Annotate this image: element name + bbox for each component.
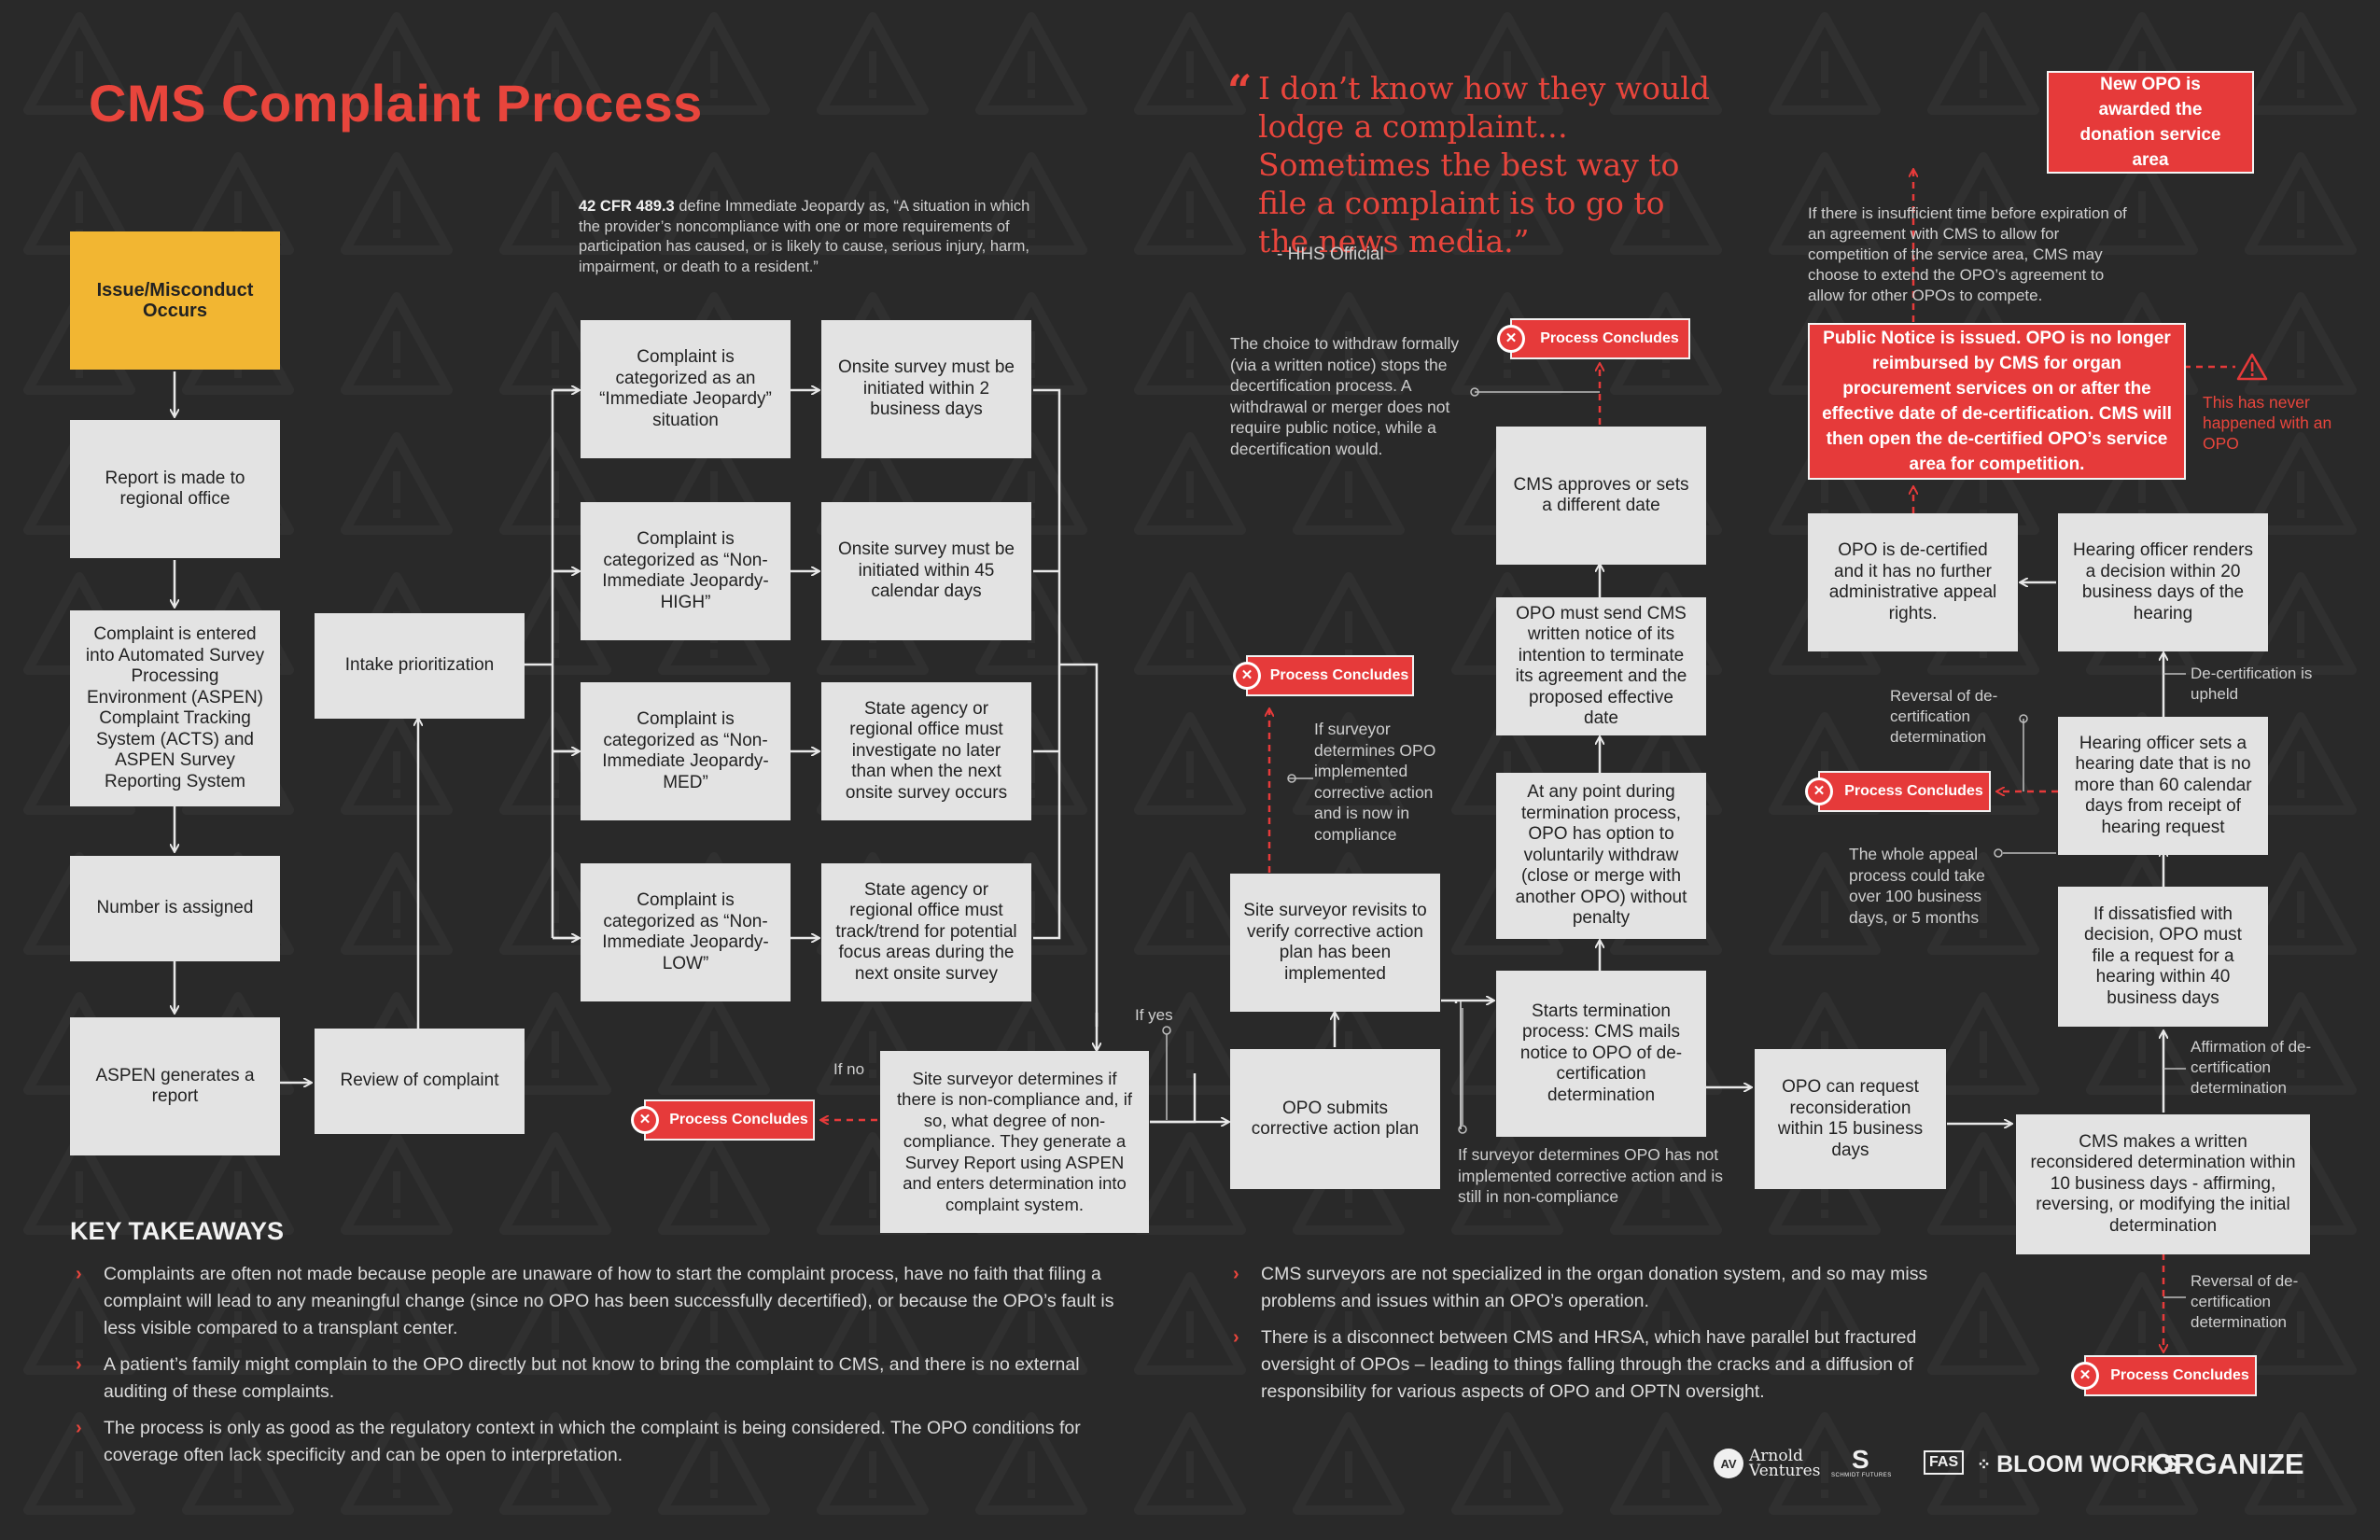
close-icon: ✕ [2071, 1362, 2099, 1390]
definition-text: define Immediate Jeopardy as, “A situati… [579, 198, 1030, 275]
node-hearing-date: Hearing officer sets a hearing date that… [2058, 717, 2268, 855]
process-concludes-5: ✕ Process Concludes [2071, 1355, 2257, 1396]
close-icon: ✕ [631, 1106, 659, 1134]
node-termination: Starts termination process: CMS mails no… [1496, 971, 1706, 1137]
node-onsite-45: Onsite survey must be initiated within 4… [821, 502, 1031, 640]
bullet-chevron-icon: › [1233, 1264, 1239, 1284]
bullet-chevron-icon: › [76, 1264, 82, 1284]
logo-fas: FAS [1924, 1450, 1965, 1475]
node-onsite-2: Onsite survey must be initiated within 2… [821, 320, 1031, 458]
node-opo-plan: OPO submits corrective action plan [1230, 1049, 1440, 1189]
label-if-no: If no [833, 1060, 865, 1078]
takeaways-right: › CMS surveyors are not specialized in th… [1227, 1261, 1955, 1415]
page-title: CMS Complaint Process [89, 74, 703, 133]
note-compliance: If surveyor determines OPO implemented c… [1314, 720, 1436, 844]
node-cat-ij: Complaint is categorized as an “Immediat… [581, 320, 791, 458]
node-public-notice: Public Notice is issued. OPO is no longe… [1808, 323, 2186, 480]
label-reversal-bottom: Reversal of de-certification determinati… [2191, 1272, 2299, 1331]
process-concludes-2: ✕ Process Concludes [1233, 655, 1414, 696]
survey-merge [1033, 388, 1099, 1027]
node-issue: Issue/Misconduct Occurs [70, 231, 280, 370]
node-report: Report is made to regional office [70, 420, 280, 558]
definition-note: 42 CFR 489.3 define Immediate Jeopardy a… [579, 197, 1050, 277]
logo-organize: ORGANIZE [2151, 1448, 2304, 1480]
note-noncompliance: If surveyor determines OPO has not imple… [1458, 1145, 1724, 1206]
node-cms-reconsidered: CMS makes a written reconsidered determi… [2016, 1114, 2310, 1254]
definition-ref: 42 CFR 489.3 [579, 198, 675, 215]
note-withdraw: The choice to withdraw formally (via a w… [1230, 334, 1460, 458]
quote-attribution: - HHS Official [1277, 245, 1384, 264]
takeaway-item: › Complaints are often not made because p… [70, 1261, 1125, 1342]
node-state-low: State agency or regional office must tra… [821, 863, 1031, 1001]
label-reversal-top: Reversal of de-certification determinati… [1890, 687, 1998, 746]
label-if-yes: If yes [1135, 1006, 1173, 1024]
node-intake: Intake prioritization [315, 613, 525, 719]
node-cms-approves: CMS approves or sets a different date [1496, 427, 1706, 565]
takeaway-item: › A patient’s family might complain to th… [70, 1351, 1125, 1406]
bullet-chevron-icon: › [76, 1418, 82, 1438]
close-icon: ✕ [1497, 325, 1525, 353]
note-extension: If there is insufficient time before exp… [1808, 204, 2127, 304]
takeaways-heading: KEY TAKEAWAYS [70, 1217, 285, 1245]
concludes-label: Process Concludes [1540, 330, 1679, 346]
process-concludes-3: ✕ Process Concludes [1497, 318, 1690, 359]
logo-bloom-works: ⁘ BLOOM WORKS [1977, 1451, 2179, 1477]
node-review: Review of complaint [315, 1029, 525, 1134]
node-reconsider: OPO can request reconsideration within 1… [1755, 1049, 1946, 1189]
intake-branch [525, 388, 577, 940]
node-cat-high: Complaint is categorized as “Non-Immedia… [581, 502, 791, 640]
process-concludes-1: ✕ Process Concludes [631, 1099, 815, 1141]
node-withdraw: At any point during termination process,… [1496, 773, 1706, 939]
concludes-label: Process Concludes [1844, 783, 1983, 799]
node-new-opo: New OPO is awarded the donation service … [2047, 71, 2254, 174]
node-decertified: OPO is de-certified and it has no furthe… [1808, 513, 2018, 651]
node-dissatisfied: If dissatisfied with decision, OPO must … [2058, 887, 2268, 1027]
logo-arnold-ventures: AV Arnold Ventures [1714, 1449, 1820, 1479]
label-decert-upheld: De-certification is upheld [2191, 665, 2313, 703]
node-written-notice: OPO must send CMS written notice of its … [1496, 597, 1706, 735]
node-cat-low: Complaint is categorized as “Non-Immedia… [581, 863, 791, 1001]
concludes-label: Process Concludes [2110, 1367, 2249, 1383]
note-appeal: The whole appeal process could take over… [1849, 845, 1985, 927]
node-cat-med: Complaint is categorized as “Non-Immedia… [581, 682, 791, 820]
bullet-chevron-icon: › [1233, 1327, 1239, 1348]
node-state-med: State agency or regional office must inv… [821, 682, 1031, 820]
node-hearing-decision: Hearing officer renders a decision withi… [2058, 513, 2268, 651]
node-aspen-report: ASPEN generates a report [70, 1017, 280, 1155]
close-icon: ✕ [1233, 662, 1261, 690]
label-affirmation: Affirmation of de-certification determin… [2191, 1038, 2312, 1097]
process-concludes-4: ✕ Process Concludes [1805, 771, 1991, 812]
note-never-happened: This has never happened with an OPO [2203, 393, 2332, 453]
warning-icon [2236, 353, 2268, 381]
takeaway-item: › The process is only as good as the regu… [70, 1415, 1125, 1469]
takeaway-item: › CMS surveyors are not specialized in th… [1227, 1261, 1955, 1315]
concludes-label: Process Concludes [1269, 667, 1409, 683]
takeaways-left: › Complaints are often not made because p… [70, 1261, 1125, 1478]
bullet-chevron-icon: › [76, 1354, 82, 1375]
logo-schmidt-futures: S SCHMIDT FUTURES [1831, 1445, 1892, 1479]
quote-text: I don’t know how they would lodge a comp… [1258, 70, 1710, 259]
concludes-label: Process Concludes [669, 1112, 808, 1127]
close-icon: ✕ [1805, 777, 1833, 805]
node-revisit: Site surveyor revisits to verify correct… [1230, 874, 1440, 1012]
node-number: Number is assigned [70, 856, 280, 961]
quote-open-mark: “ [1227, 65, 1253, 116]
takeaway-item: › There is a disconnect between CMS and H… [1227, 1324, 1955, 1406]
node-surveyor-determination: Site surveyor determines if there is non… [880, 1051, 1149, 1233]
node-entered: Complaint is entered into Automated Surv… [70, 610, 280, 806]
